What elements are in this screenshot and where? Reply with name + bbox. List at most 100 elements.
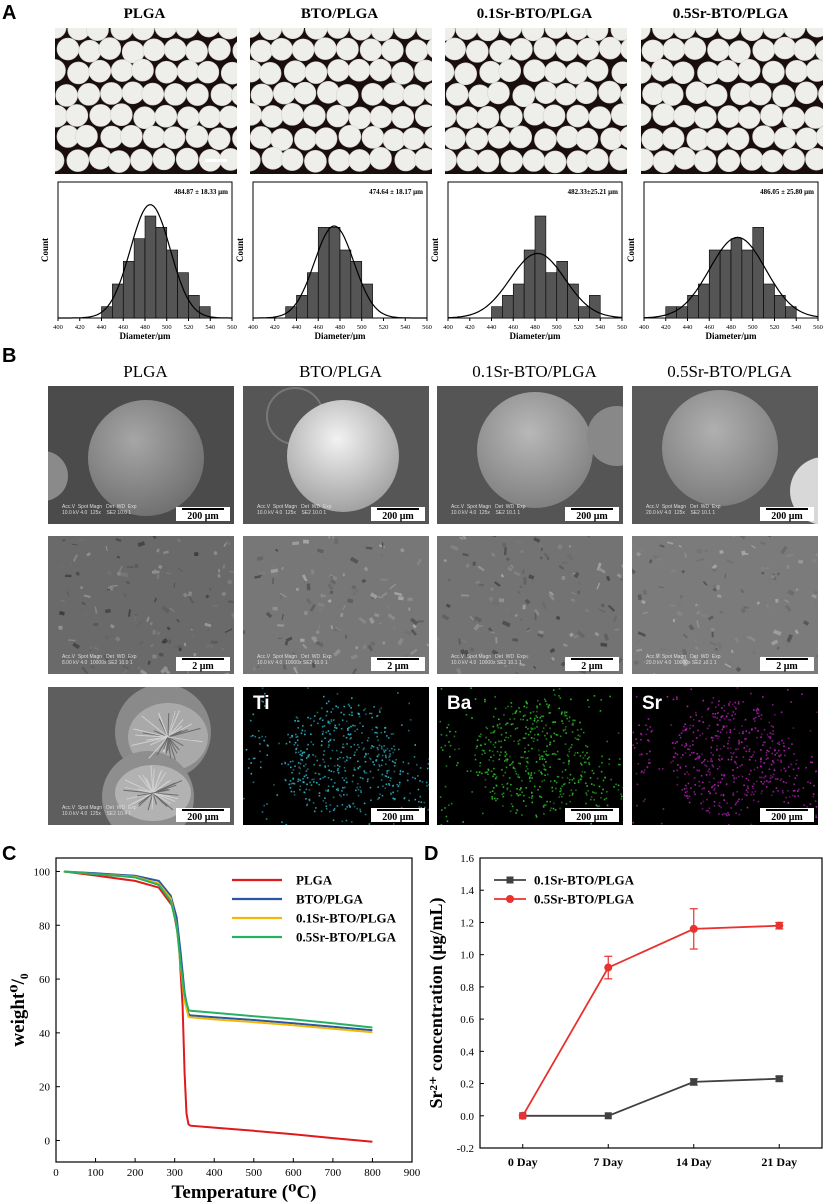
eds-signal-dot <box>718 735 720 738</box>
eds-signal-dot <box>705 765 708 768</box>
microsphere <box>565 61 588 85</box>
eds-signal-dot <box>381 754 384 757</box>
eds-signal-dot <box>753 717 755 720</box>
surface-texture-grain <box>702 658 706 662</box>
eds-signal-dot <box>364 813 367 816</box>
eds-signal-dot <box>753 783 755 785</box>
eds-signal-dot <box>695 714 697 716</box>
cross-section-fiber <box>167 736 184 747</box>
surface-texture-grain <box>82 612 89 616</box>
eds-signal-dot <box>378 709 381 711</box>
eds-signal-dot <box>728 704 730 707</box>
eds-signal-dot <box>677 764 679 766</box>
surface-texture-grain <box>151 570 160 574</box>
eds-signal-dot <box>366 739 369 742</box>
eds-signal-dot <box>783 801 786 803</box>
microsphere <box>717 149 741 173</box>
eds-signal-dot <box>329 739 332 742</box>
eds-signal-dot <box>299 767 301 770</box>
cross-section-fiber <box>167 730 182 738</box>
eds-signal-dot <box>559 807 561 810</box>
histogram-bar <box>317 227 330 319</box>
microsphere <box>566 104 590 128</box>
surface-texture-grain <box>366 648 370 652</box>
eds-signal-dot <box>708 724 711 727</box>
eds-signal-dot <box>763 728 766 731</box>
eds-signal-dot <box>608 758 611 761</box>
eds-signal-dot <box>522 737 525 739</box>
surface-texture-grain <box>258 571 266 575</box>
eds-signal-dot <box>299 785 302 788</box>
microsphere <box>272 81 296 105</box>
microsphere <box>509 125 533 149</box>
eds-signal-dot <box>729 731 731 733</box>
eds-signal-dot <box>449 755 451 758</box>
eds-signal-dot <box>759 776 761 779</box>
surface-texture-grain <box>573 634 580 639</box>
eds-signal-dot <box>711 764 714 766</box>
microsphere <box>185 125 209 148</box>
eds-signal-dot <box>417 775 419 777</box>
surface-texture-grain <box>692 655 699 661</box>
eds-signal-dot <box>345 736 348 739</box>
eds-signal-dot <box>601 755 603 758</box>
surface-texture-grain <box>489 536 497 538</box>
eds-signal-dot <box>767 757 769 760</box>
y-tick-label: 1.4 <box>460 885 474 897</box>
surface-texture-grain <box>104 608 111 614</box>
surface-texture-grain <box>775 598 779 603</box>
eds-signal-dot <box>369 712 371 715</box>
surface-texture-grain <box>342 604 346 610</box>
microsphere <box>445 127 466 150</box>
eds-signal-dot <box>737 748 740 750</box>
panel-d-letter: D <box>424 843 439 865</box>
eds-signal-dot <box>519 793 521 796</box>
surface-texture-grain <box>182 592 188 598</box>
sem-hud: Acc.V Spot Magn Det WD Exp 10.0 kV 4.0 1… <box>257 654 332 666</box>
eds-signal-dot <box>321 733 324 735</box>
eds-signal-dot <box>560 789 562 792</box>
eds-signal-dot <box>343 779 345 782</box>
microsphere <box>75 124 98 148</box>
surface-texture-grain <box>227 579 233 585</box>
eds-signal-dot <box>750 793 753 796</box>
eds-signal-dot <box>748 773 751 776</box>
eds-signal-dot <box>558 796 561 798</box>
surface-texture-grain <box>633 660 639 665</box>
eds-signal-dot <box>263 705 266 707</box>
cross-section-fiber <box>152 792 176 802</box>
microsphere <box>585 28 609 41</box>
eds-signal-dot <box>550 807 553 809</box>
eds-signal-dot <box>684 784 687 787</box>
eds-signal-dot <box>330 770 333 773</box>
eds-signal-dot <box>561 776 564 779</box>
eds-signal-dot <box>782 781 785 783</box>
surface-texture-grain <box>107 570 112 576</box>
eds-signal-dot <box>418 806 421 808</box>
surface-texture-grain <box>416 558 422 566</box>
microsphere <box>574 81 598 105</box>
x-tick-label: 480 <box>530 324 540 331</box>
eds-signal-dot <box>564 726 567 728</box>
eds-signal-dot <box>803 804 806 806</box>
eds-signal-dot <box>524 737 527 740</box>
surface-texture-grain <box>161 640 166 644</box>
eds-signal-dot <box>385 783 388 786</box>
microsphere <box>619 126 627 148</box>
microsphere <box>426 38 432 58</box>
eds-signal-dot <box>519 718 522 721</box>
surface-texture-grain <box>669 542 675 550</box>
eds-signal-dot <box>504 771 507 774</box>
eds-signal-dot <box>343 793 345 796</box>
eds-signal-dot <box>713 789 715 791</box>
eds-signal-dot <box>530 797 533 799</box>
surface-texture-grain <box>461 638 468 644</box>
scale-bar-200um: 200 μm <box>565 507 619 522</box>
surface-texture-grain <box>188 596 194 604</box>
legend-label: 0.1Sr-BTO/PLGA <box>534 873 635 888</box>
surface-texture-grain <box>291 652 296 655</box>
cross-section-fiber <box>152 769 163 794</box>
panel-a-title-05sr: 0.5Sr-BTO/PLGA <box>672 6 789 22</box>
eds-signal-dot <box>308 754 310 756</box>
surface-texture-grain <box>658 536 666 540</box>
